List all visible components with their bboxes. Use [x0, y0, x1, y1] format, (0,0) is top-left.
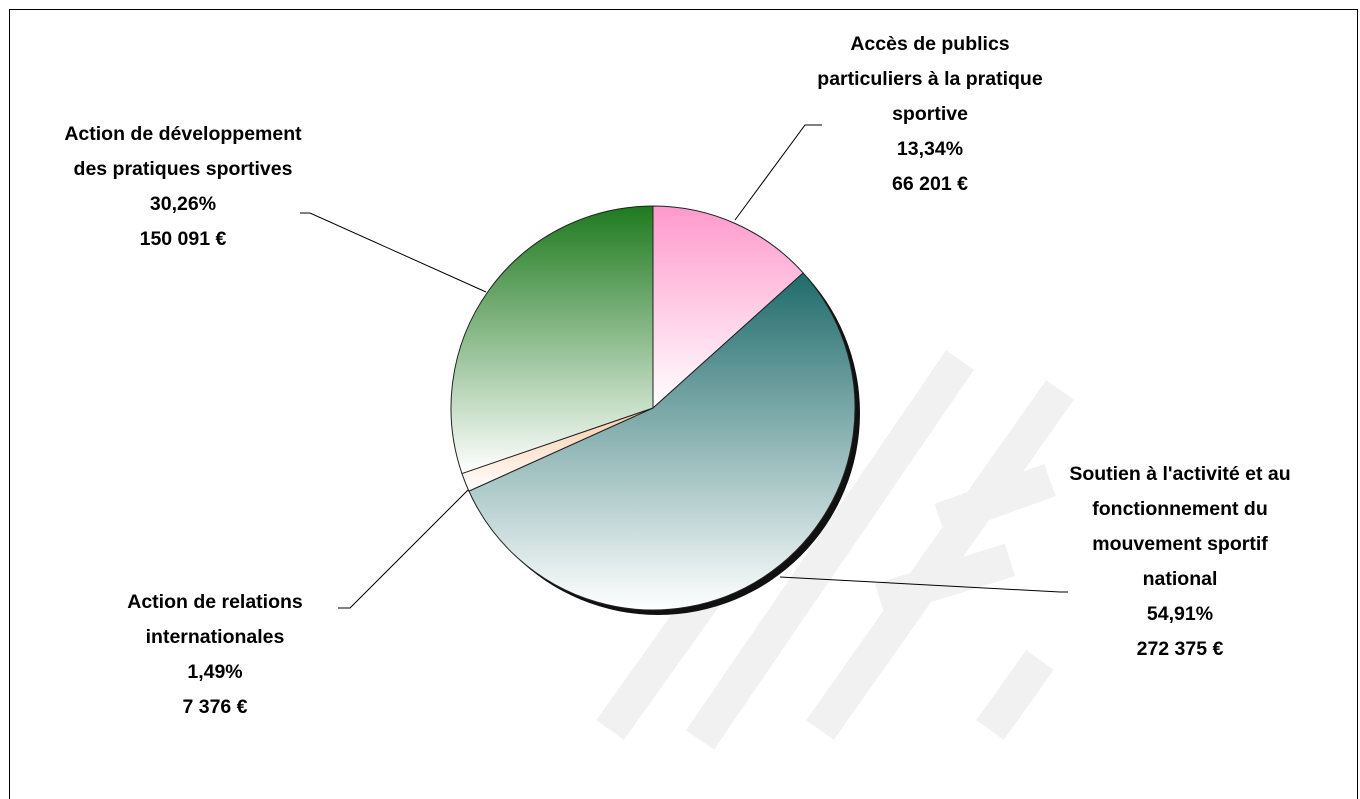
pie-slice [652, 205, 804, 410]
watermark [596, 350, 1074, 750]
category-label: Action de relations internationales [127, 591, 303, 648]
leader-lines [300, 124, 1068, 609]
slice-label: Action de développement des pratiques sp… [58, 117, 308, 257]
amount-label: 7 376 € [182, 696, 248, 718]
percent-label: 13,34% [896, 138, 964, 160]
amount-label: 150 091 € [139, 228, 227, 250]
slice-label: Action de relations internationales 1,49… [90, 585, 340, 725]
percent-label: 1,49% [187, 661, 243, 683]
leader-line [779, 576, 1068, 593]
amount-label: 272 375 € [1136, 638, 1224, 660]
pie-slice [468, 272, 856, 611]
pie [450, 205, 860, 615]
percent-label: 54,91% [1146, 603, 1214, 625]
amount-label: 66 201 € [892, 173, 968, 195]
leader-line [300, 212, 487, 293]
slice-label: Soutien à l'activité et au fonctionnemen… [1055, 457, 1305, 667]
category-label: Soutien à l'activité et au fonctionnemen… [1069, 463, 1291, 590]
leader-line [734, 124, 822, 221]
category-label: Accès de publics particuliers à la prati… [817, 33, 1043, 125]
category-label: Action de développement des pratiques sp… [64, 123, 302, 180]
pie-slice [450, 205, 654, 475]
slice-label: Accès de publics particuliers à la prati… [815, 27, 1045, 202]
leader-line [338, 489, 469, 609]
percent-label: 30,26% [149, 193, 217, 215]
chart-frame [9, 9, 1358, 799]
